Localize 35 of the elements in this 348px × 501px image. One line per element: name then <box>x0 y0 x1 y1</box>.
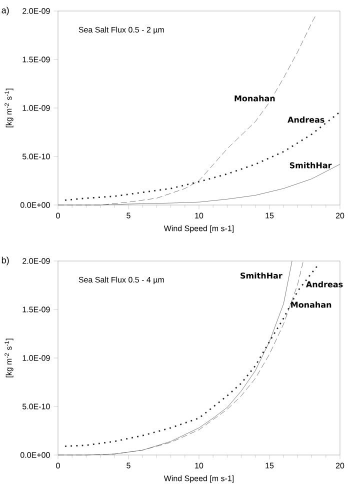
x-tick-label: 20 <box>336 212 344 218</box>
y-tick-label: 2.0E-09 <box>22 258 50 264</box>
x-tick-label: 15 <box>266 212 274 218</box>
series-label: SmithHar <box>290 162 332 168</box>
y-tick-label: 2.0E-09 <box>22 8 50 14</box>
x-tick-label: 0 <box>56 462 60 468</box>
series-label: Andreas <box>288 116 324 123</box>
y-tick-label: 0.0E+00 <box>20 202 50 208</box>
series-label: Andreas <box>306 281 343 288</box>
annotation: Sea Salt Flux 0.5 - 4 µm <box>78 276 164 284</box>
series-label: SmithHar <box>240 272 282 279</box>
x-tick-label: 10 <box>195 462 204 468</box>
x-axis-title: Wind Speed [m s-1] <box>164 225 234 233</box>
x-tick-label: 0 <box>56 212 60 218</box>
x-tick-label: 15 <box>266 462 274 468</box>
y-tick-label: 5.0E-10 <box>22 154 50 160</box>
y-axis-title: [kg m$^{-2}$ s$^{-1}$] <box>4 338 14 378</box>
x-tick-label: 5 <box>126 212 130 218</box>
y-tick-label: 1.0E-09 <box>22 105 50 111</box>
chart-title: a) <box>2 6 9 16</box>
line-series <box>64 111 341 201</box>
y-axis-title: [kg m$^{-2}$ s$^{-1}$] <box>4 88 14 128</box>
annotation: Sea Salt Flux 0.5 - 2 µm <box>78 26 164 34</box>
y-tick-label: 5.0E-10 <box>22 404 50 410</box>
series-label: Monahan <box>291 302 332 308</box>
series-label: Monahan <box>234 95 275 102</box>
y-tick-label: 1.0E-09 <box>22 355 50 361</box>
x-tick-label: 5 <box>126 462 130 468</box>
y-tick-label: 1.5E-09 <box>22 56 50 62</box>
chart-title: b) <box>2 256 9 266</box>
x-tick-label: 20 <box>336 462 344 468</box>
x-tick-label: 10 <box>195 212 204 218</box>
x-axis-title: Wind Speed [m s-1] <box>164 475 234 483</box>
y-tick-label: 0.0E+00 <box>20 452 50 458</box>
y-tick-label: 1.5E-09 <box>22 306 50 312</box>
